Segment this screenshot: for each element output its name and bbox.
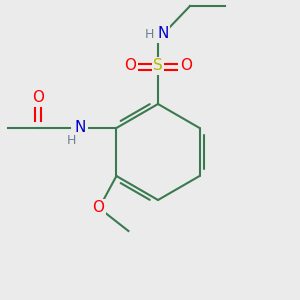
Text: O: O (92, 200, 104, 215)
Text: O: O (180, 58, 192, 74)
Text: O: O (32, 91, 44, 106)
Text: S: S (153, 58, 163, 74)
Text: N: N (75, 121, 86, 136)
Text: N: N (157, 26, 169, 41)
Text: O: O (124, 58, 136, 74)
Text: H: H (144, 28, 154, 40)
Text: H: H (67, 134, 76, 146)
